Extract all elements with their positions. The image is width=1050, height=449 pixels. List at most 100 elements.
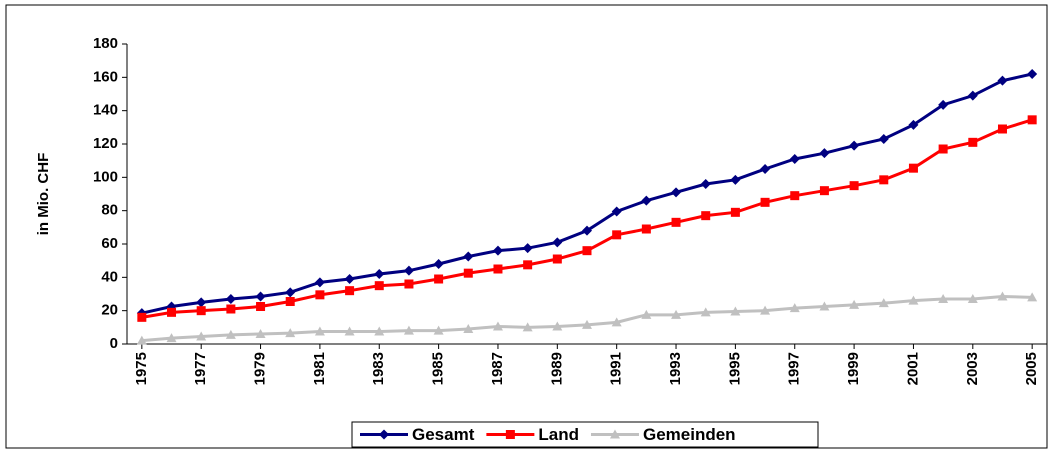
marker	[255, 329, 266, 338]
marker	[582, 246, 592, 256]
marker	[552, 237, 563, 248]
marker	[374, 326, 385, 336]
marker	[582, 225, 592, 236]
marker	[493, 264, 503, 274]
marker	[344, 326, 355, 336]
marker	[730, 207, 740, 217]
marker	[196, 331, 207, 341]
marker	[167, 307, 177, 317]
marker	[379, 429, 389, 440]
marker	[522, 322, 533, 332]
marker	[938, 294, 949, 303]
marker	[226, 304, 236, 314]
marker	[609, 429, 620, 439]
marker	[137, 312, 147, 322]
marker	[730, 306, 741, 316]
marker	[938, 144, 948, 154]
marker	[908, 119, 919, 130]
x-tick-label: 1999	[845, 352, 862, 385]
marker	[730, 174, 741, 185]
marker	[522, 243, 533, 254]
x-tick-label: 1983	[370, 352, 387, 385]
y-tick-label: 160	[93, 68, 118, 85]
marker	[908, 295, 919, 305]
marker	[878, 298, 889, 308]
marker	[492, 245, 503, 256]
chart-frame	[5, 4, 1048, 449]
marker	[285, 328, 296, 338]
y-tick-label: 180	[93, 35, 118, 52]
marker	[403, 325, 414, 335]
marker	[255, 291, 266, 302]
marker	[505, 430, 515, 439]
legend-label: Gesamt	[412, 425, 475, 444]
marker	[196, 297, 207, 308]
marker	[256, 302, 266, 311]
x-tick-label: 2005	[1023, 352, 1040, 385]
marker	[849, 181, 859, 191]
x-tick-label: 1993	[667, 352, 684, 385]
marker	[344, 274, 355, 284]
marker	[968, 137, 978, 147]
marker	[611, 206, 622, 217]
x-tick-label: 1991	[608, 352, 625, 385]
marker	[760, 164, 771, 174]
y-tick-label: 40	[101, 268, 118, 285]
marker	[523, 260, 533, 270]
marker	[879, 175, 889, 185]
legend-box	[351, 421, 819, 448]
legend: Gesamt Land Gemeinden	[351, 421, 819, 448]
marker	[700, 179, 711, 189]
legend-label: Land	[538, 425, 579, 444]
y-tick-label: 80	[101, 202, 118, 219]
marker	[967, 294, 978, 303]
marker	[997, 75, 1008, 86]
y-tick-label: 20	[101, 302, 118, 319]
marker	[314, 277, 325, 288]
marker	[789, 154, 800, 164]
marker	[433, 259, 444, 269]
x-tick-label: 1975	[133, 352, 150, 385]
marker	[345, 286, 355, 296]
marker	[492, 321, 503, 331]
marker	[997, 291, 1008, 301]
marker	[1027, 115, 1037, 125]
y-tick-label: 120	[93, 135, 118, 152]
marker	[789, 303, 800, 313]
marker	[760, 305, 771, 315]
marker	[641, 224, 651, 234]
series-line	[141, 72, 1033, 315]
y-axis-label: in Mio. CHF	[35, 153, 52, 236]
marker	[641, 195, 652, 206]
marker	[166, 333, 177, 343]
marker	[849, 140, 860, 151]
marker	[403, 265, 414, 276]
legend-label: Gemeinden	[643, 425, 736, 444]
marker	[582, 319, 592, 329]
marker	[819, 301, 830, 311]
marker	[433, 325, 444, 335]
y-tick-label: 100	[93, 168, 118, 185]
marker	[404, 279, 414, 289]
y-tick-label: 0	[110, 335, 118, 352]
x-tick-label: 2003	[964, 352, 981, 385]
marker	[552, 254, 562, 264]
marker	[760, 197, 770, 207]
marker	[136, 335, 147, 345]
marker	[611, 317, 622, 327]
marker	[434, 274, 444, 284]
marker	[552, 321, 563, 331]
x-tick-label: 1979	[252, 352, 269, 385]
x-tick-label: 1987	[489, 352, 506, 385]
marker	[671, 309, 682, 319]
marker	[967, 90, 978, 101]
marker	[1027, 292, 1038, 302]
x-tick-label: 1985	[430, 352, 447, 385]
marker	[700, 307, 711, 317]
y-tick-label: 140	[93, 102, 118, 119]
marker	[315, 290, 325, 300]
marker	[196, 306, 206, 316]
marker	[374, 269, 385, 279]
x-tick-label: 1977	[192, 352, 209, 385]
marker	[285, 287, 296, 298]
